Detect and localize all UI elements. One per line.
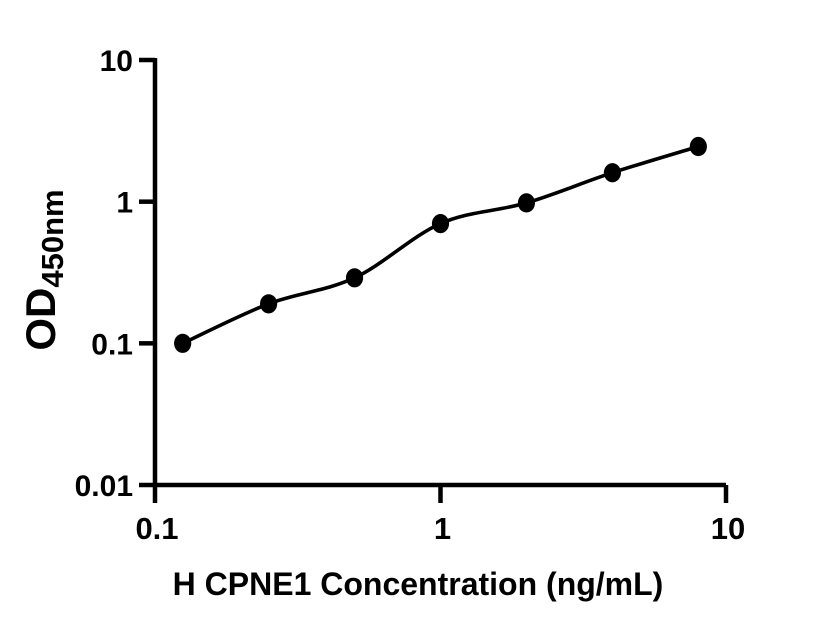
y-tick-label: 1 (116, 187, 133, 220)
data-point (345, 268, 364, 288)
fit-curve (181, 144, 699, 345)
data-point (689, 136, 707, 157)
x-axis-ticks: 0.1 1 10 (135, 485, 745, 546)
y-tick-label: 0.01 (75, 470, 133, 503)
data-point (603, 163, 621, 183)
plot-area (174, 136, 707, 353)
x-tick-label: 1 (434, 511, 451, 546)
y-axis-title: OD450nm (17, 189, 70, 350)
y-axis-ticks: 10 1 0.1 0.01 (75, 45, 155, 503)
y-axis-title-subscript: 450nm (35, 189, 70, 287)
x-axis-title: H CPNE1 Concentration (ng/mL) (173, 566, 664, 602)
data-point (260, 294, 278, 314)
x-tick-label: 10 (711, 511, 745, 546)
data-point (431, 214, 450, 234)
y-tick-label: 10 (100, 45, 133, 78)
x-tick-label: 0.1 (135, 511, 178, 546)
data-point (174, 333, 192, 353)
y-axis-title-main: OD (17, 288, 64, 351)
data-point (517, 193, 536, 213)
y-tick-label: 0.1 (91, 328, 133, 361)
